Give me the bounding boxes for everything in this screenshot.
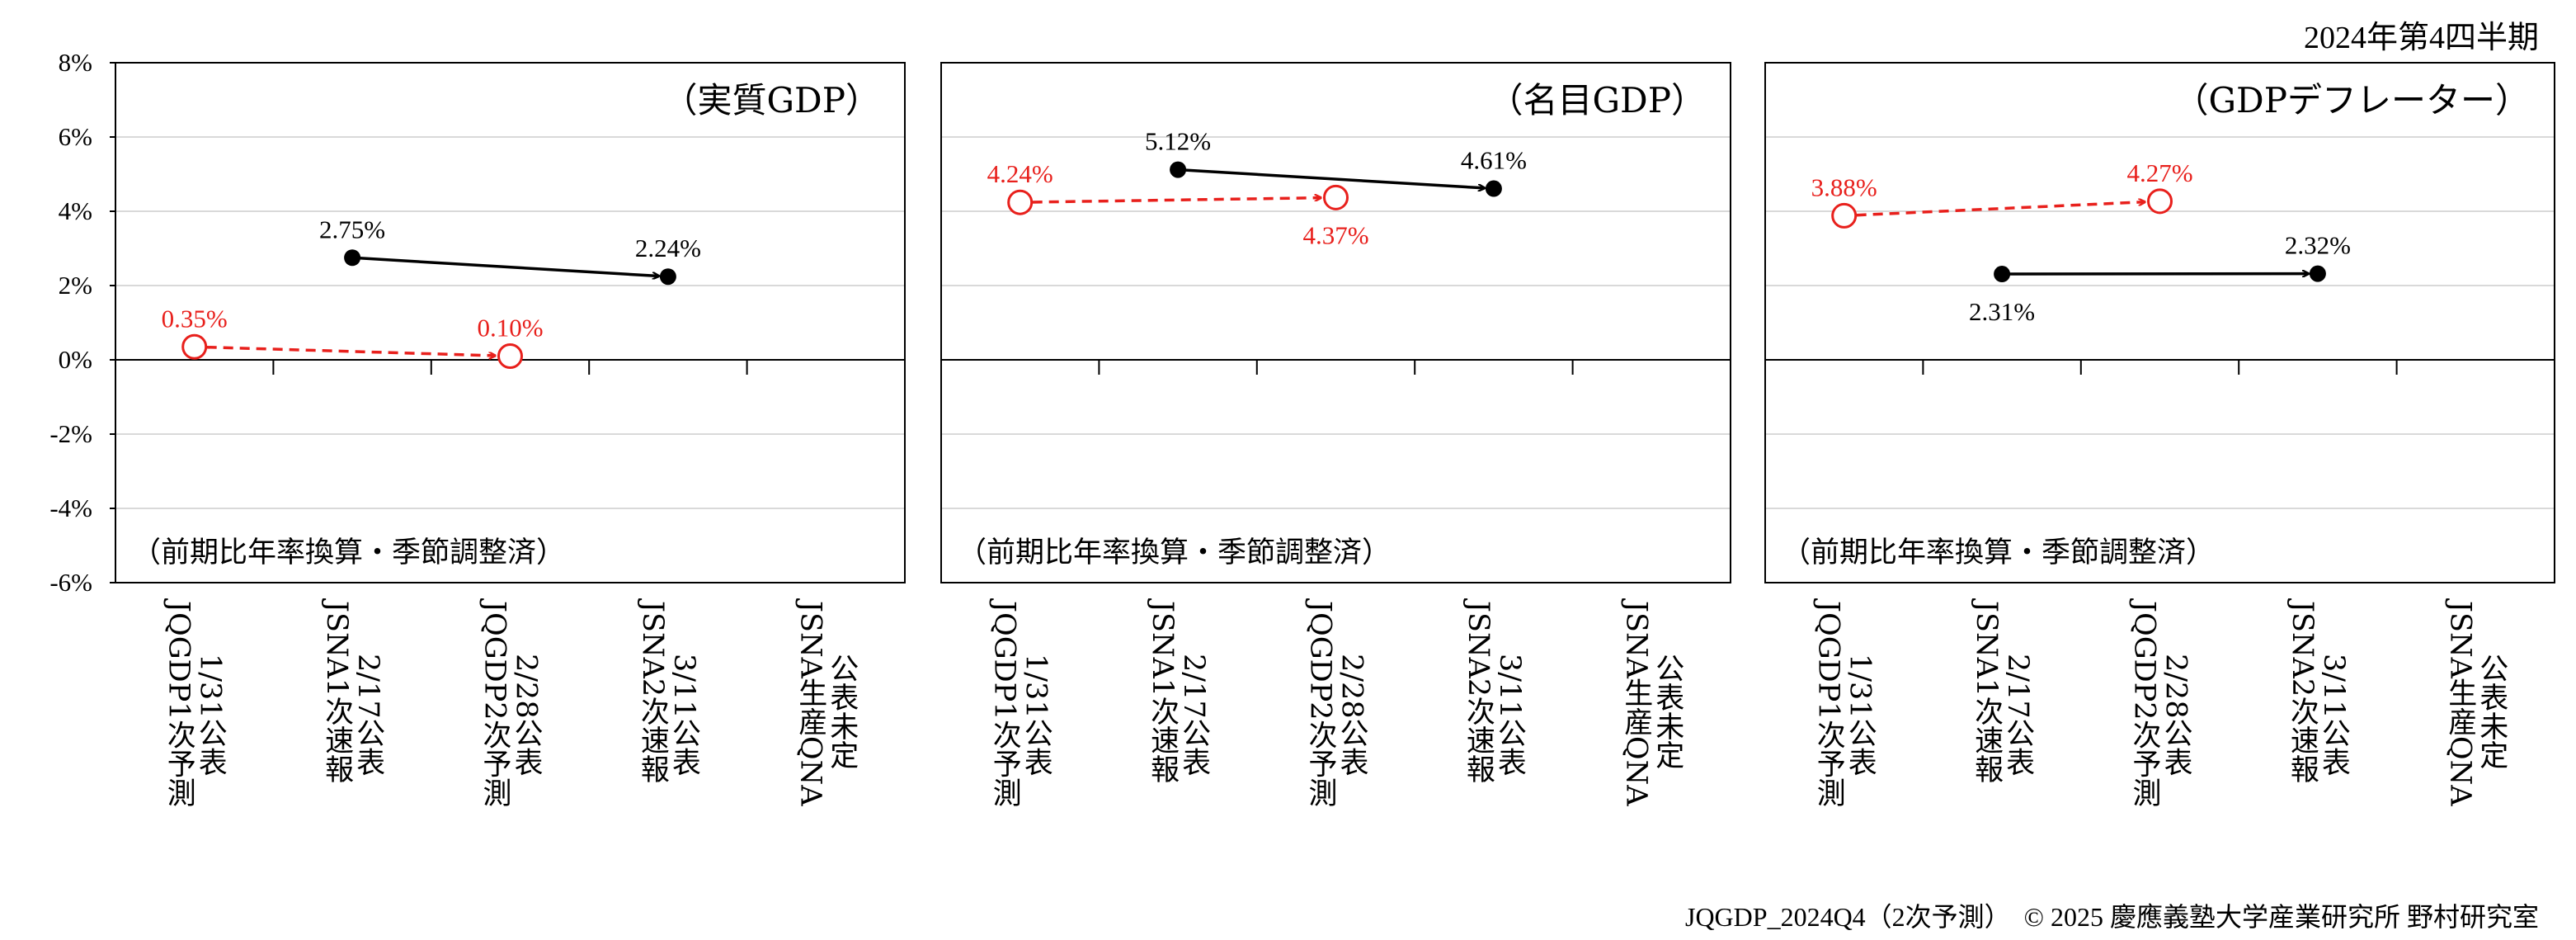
data-label: 4.37% [1302, 220, 1368, 249]
plot-frame [940, 62, 1731, 583]
forecast-arrow [1856, 202, 2145, 217]
y-tick-label: 8% [59, 48, 92, 77]
category-source: JSNA1次速報 [1146, 598, 1179, 783]
category-date: 公表未定 [825, 654, 858, 769]
y-tick-label: 2% [59, 271, 92, 300]
category-date: 2/17公表 [2001, 654, 2034, 777]
forecast-arrow [206, 345, 496, 356]
forecast-point [497, 343, 523, 369]
data-label: 5.12% [1145, 127, 1211, 156]
chart-panel-3: （GDPデフレーター） （前期比年率換算・季節調整済） 3.88% 4.27% 2.31… [1764, 62, 2555, 807]
data-label: 4.27% [2126, 158, 2192, 187]
category-source: JQGDP2次予測 [1304, 598, 1337, 807]
category-date: 公表未定 [2475, 654, 2508, 769]
plot-frame [1764, 62, 2555, 583]
y-tick-label: 4% [59, 196, 92, 225]
category-source: JSNA2次速報 [1462, 598, 1495, 783]
y-tick-label: -6% [49, 568, 92, 597]
chart-panel-2: （名目GDP） （前期比年率換算・季節調整済） 4.24% 4.37% 5.12% 4.6… [940, 62, 1731, 807]
period-label: 2024年第4四半期 [2304, 21, 2539, 55]
data-label: 2.75% [319, 215, 385, 243]
category-date: 2/28公表 [510, 654, 543, 777]
category-date: 公表未定 [1651, 654, 1684, 769]
official-point [659, 268, 676, 286]
footer-source: JQGDP_2024Q4（2次予測） © 2025 慶應義塾大学産業研究所 野村… [1685, 902, 2539, 932]
official-point [2309, 265, 2326, 282]
category-source: JSNA2次速報 [636, 598, 669, 783]
category-date: 1/31公表 [194, 654, 227, 777]
forecast-point [1323, 184, 1349, 210]
category-source: JQGDP2次予測 [2128, 598, 2161, 807]
official-point [1170, 161, 1187, 178]
category-source: JQGDP1次予測 [162, 598, 195, 807]
official-arrow [359, 257, 659, 276]
data-label: 4.24% [987, 159, 1053, 188]
y-tick-label: -2% [49, 419, 92, 448]
category-source: JSNA2次速報 [2286, 598, 2319, 783]
data-label: 2.24% [635, 234, 701, 262]
panel-note: （前期比年率換算・季節調整済） [958, 536, 1391, 569]
category-source: JSNA生産QNA [794, 598, 826, 806]
data-label: 4.61% [1461, 146, 1527, 175]
panel-title: （名目GDP） [1489, 80, 1707, 120]
category-date: 2/28公表 [1335, 654, 1368, 777]
data-label: 0.35% [162, 304, 228, 333]
category-date: 3/11公表 [1493, 654, 1526, 777]
panel-title: （実質GDP） [663, 80, 881, 120]
category-date: 2/17公表 [351, 654, 384, 777]
category-date: 3/11公表 [2317, 654, 2350, 777]
category-date: 2/28公表 [2159, 654, 2192, 777]
y-tick-label: -4% [49, 494, 92, 522]
chart-panel-1: （実質GDP） （前期比年率換算・季節調整済） 0.35% 0.10% 2.75% 2.2… [115, 62, 906, 807]
category-source: JSNA1次速報 [1970, 598, 2003, 783]
category-source: JQGDP1次予測 [1812, 598, 1845, 807]
official-point [1994, 266, 2011, 283]
data-label: 3.88% [1811, 172, 1877, 201]
y-axis: 8% 6% 4% 2% 0% -2% -4% -6% [49, 48, 115, 597]
forecast-point [181, 333, 208, 360]
panel-note: （前期比年率換算・季節調整済） [1782, 536, 2215, 569]
category-source: JQGDP2次予測 [478, 598, 511, 807]
forecast-point [2147, 188, 2173, 215]
category-source: JQGDP1次予測 [988, 598, 1021, 807]
panel-title: （GDPデフレーター） [2174, 80, 2531, 120]
category-date: 2/17公表 [1177, 654, 1210, 777]
y-tick-label: 6% [59, 122, 92, 151]
chart-panels: （実質GDP） （前期比年率換算・季節調整済） 0.35% 0.10% 2.75% 2.2… [115, 62, 2555, 807]
category-date: 1/31公表 [1844, 654, 1877, 777]
plot-frame [115, 62, 906, 583]
category-date: 3/11公表 [667, 654, 700, 777]
y-tick-label: 0% [59, 345, 92, 374]
forecast-point [1831, 202, 1858, 229]
data-label: 2.31% [1969, 297, 2035, 326]
forecast-arrow [1032, 198, 1321, 204]
category-date: 1/31公表 [1020, 654, 1053, 777]
category-source: JSNA生産QNA [1619, 598, 1652, 806]
data-label: 2.32% [2285, 231, 2351, 260]
category-source: JSNA1次速報 [320, 598, 353, 783]
forecast-point [1007, 189, 1034, 215]
official-point [344, 249, 361, 267]
data-label: 0.10% [477, 314, 543, 342]
official-arrow [1184, 168, 1485, 188]
category-source: JSNA生産QNA [2443, 598, 2476, 806]
official-point [1485, 180, 1502, 197]
panel-note: （前期比年率換算・季節調整済） [132, 536, 565, 569]
